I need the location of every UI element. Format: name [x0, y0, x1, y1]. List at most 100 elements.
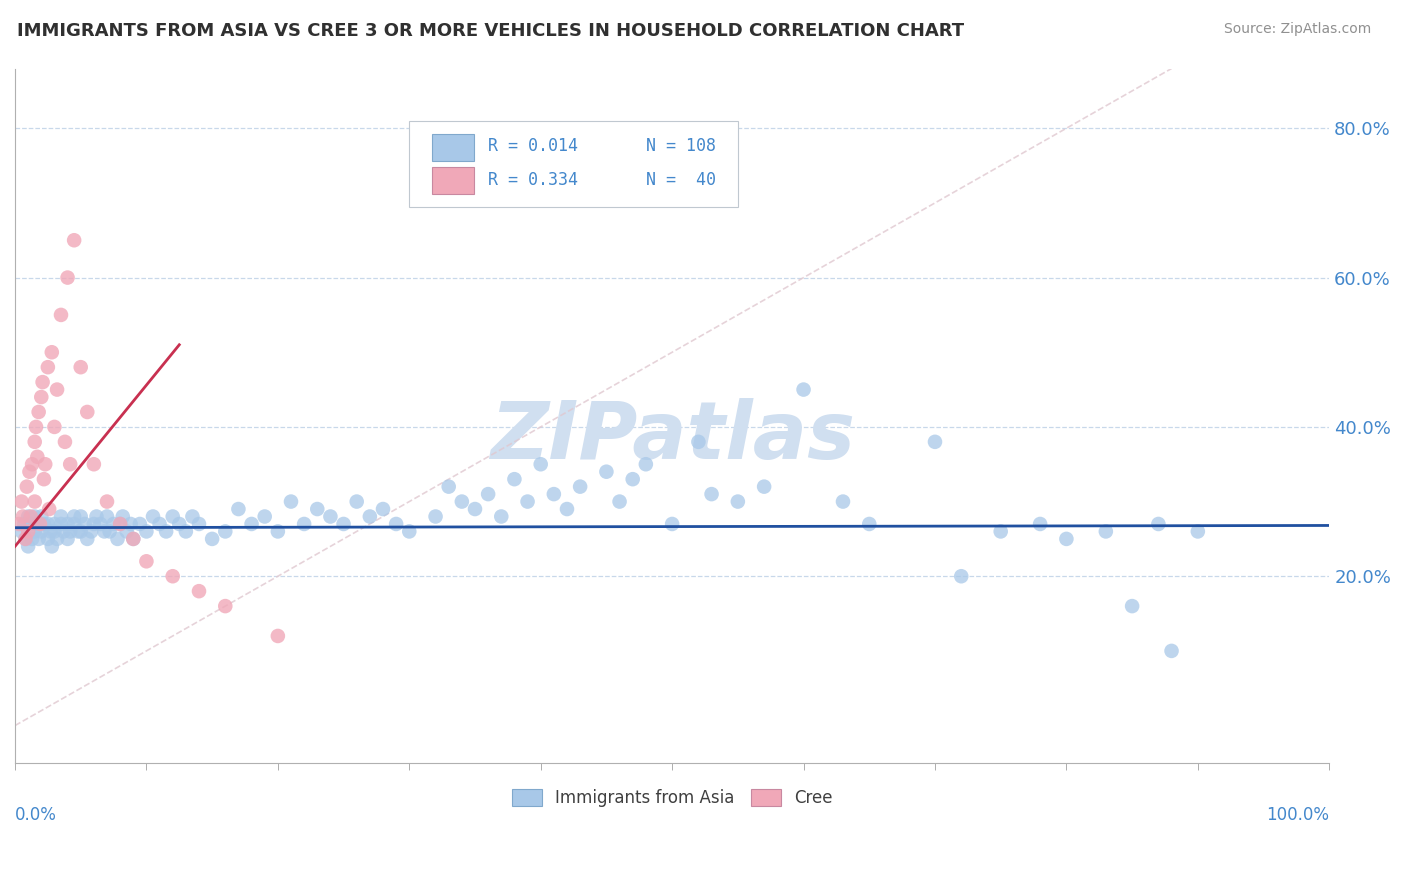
- Point: [25, 420, 48, 434]
- Point: [1029, 516, 1052, 531]
- Point: [56, 270, 79, 285]
- Point: [24, 494, 46, 508]
- Point: [1147, 516, 1170, 531]
- Point: [69, 509, 91, 524]
- Point: [108, 516, 131, 531]
- Point: [52, 524, 75, 539]
- Point: [332, 516, 354, 531]
- Point: [1121, 599, 1143, 613]
- Point: [555, 502, 578, 516]
- Point: [32, 516, 55, 531]
- Point: [41, 540, 63, 554]
- Point: [20, 509, 42, 524]
- Point: [89, 516, 111, 531]
- Point: [188, 584, 211, 599]
- Point: [20, 516, 42, 531]
- Point: [385, 516, 408, 531]
- Point: [83, 457, 105, 471]
- Point: [56, 516, 79, 531]
- Point: [49, 516, 72, 531]
- Point: [27, 450, 49, 464]
- Text: N =  40: N = 40: [645, 171, 716, 189]
- Point: [73, 516, 96, 531]
- Point: [135, 524, 157, 539]
- Text: 0.0%: 0.0%: [15, 806, 56, 824]
- Point: [63, 516, 86, 531]
- Point: [59, 524, 82, 539]
- Point: [280, 494, 302, 508]
- Point: [96, 494, 118, 508]
- Point: [30, 390, 52, 404]
- Point: [122, 532, 145, 546]
- Point: [188, 516, 211, 531]
- Point: [41, 345, 63, 359]
- Point: [752, 480, 775, 494]
- Point: [174, 524, 197, 539]
- Point: [214, 599, 236, 613]
- Point: [32, 472, 55, 486]
- Point: [832, 494, 855, 508]
- Bar: [432, 167, 474, 194]
- Point: [49, 509, 72, 524]
- Point: [37, 532, 59, 546]
- Point: [80, 524, 103, 539]
- Point: [11, 509, 34, 524]
- Point: [135, 554, 157, 568]
- Point: [76, 532, 98, 546]
- Point: [253, 509, 276, 524]
- Point: [10, 524, 32, 539]
- Point: [181, 509, 204, 524]
- Point: [464, 502, 486, 516]
- Point: [17, 509, 39, 524]
- Point: [86, 509, 108, 524]
- Point: [18, 465, 41, 479]
- Point: [44, 516, 66, 531]
- Point: [34, 457, 56, 471]
- Point: [398, 524, 420, 539]
- Point: [14, 532, 37, 546]
- Point: [37, 516, 59, 531]
- Point: [28, 516, 51, 531]
- Point: [21, 457, 44, 471]
- Point: [53, 434, 76, 449]
- Point: [1160, 644, 1182, 658]
- Legend: Immigrants from Asia, Cree: Immigrants from Asia, Cree: [505, 782, 839, 814]
- Point: [595, 465, 617, 479]
- Point: [115, 524, 138, 539]
- Point: [103, 516, 125, 531]
- Point: [346, 494, 368, 508]
- Point: [148, 516, 170, 531]
- Point: [96, 509, 118, 524]
- Point: [39, 524, 62, 539]
- Point: [30, 509, 52, 524]
- Point: [155, 524, 177, 539]
- Point: [307, 502, 329, 516]
- Point: [292, 516, 315, 531]
- Point: [49, 308, 72, 322]
- Point: [27, 405, 49, 419]
- Point: [162, 509, 184, 524]
- Point: [98, 524, 121, 539]
- Point: [990, 524, 1012, 539]
- Point: [621, 472, 644, 486]
- Point: [17, 540, 39, 554]
- Text: N = 108: N = 108: [645, 137, 716, 155]
- Point: [491, 509, 513, 524]
- Point: [661, 516, 683, 531]
- Point: [169, 516, 191, 531]
- Text: R = 0.014: R = 0.014: [488, 137, 578, 155]
- Point: [59, 457, 82, 471]
- Point: [44, 420, 66, 434]
- Point: [162, 569, 184, 583]
- Bar: [432, 135, 474, 161]
- Point: [142, 509, 165, 524]
- Point: [25, 516, 48, 531]
- Point: [359, 509, 381, 524]
- Point: [437, 480, 460, 494]
- Point: [67, 524, 90, 539]
- Point: [609, 494, 631, 508]
- Point: [477, 487, 499, 501]
- Point: [688, 434, 710, 449]
- Point: [63, 509, 86, 524]
- Text: ZIPatlas: ZIPatlas: [489, 398, 855, 475]
